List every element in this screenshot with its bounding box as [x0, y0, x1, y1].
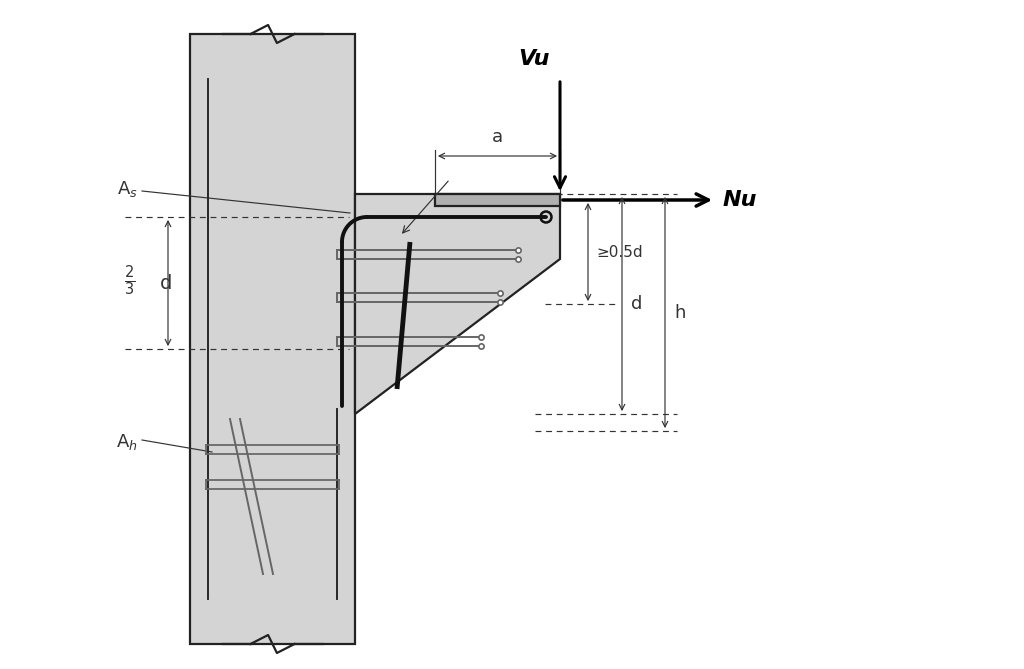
- Text: A$_h$: A$_h$: [117, 432, 138, 452]
- Text: d: d: [160, 274, 172, 292]
- Text: Nu: Nu: [723, 190, 758, 210]
- Text: Vu: Vu: [518, 49, 550, 69]
- Polygon shape: [355, 194, 560, 414]
- Text: h: h: [674, 304, 685, 322]
- Text: $\frac{2}{3}$: $\frac{2}{3}$: [124, 264, 135, 298]
- Polygon shape: [435, 194, 560, 206]
- Text: a: a: [492, 128, 503, 146]
- Polygon shape: [190, 34, 355, 644]
- Text: ≥0.5d: ≥0.5d: [596, 244, 643, 260]
- Text: A$_s$: A$_s$: [117, 179, 138, 199]
- Text: d: d: [631, 295, 642, 313]
